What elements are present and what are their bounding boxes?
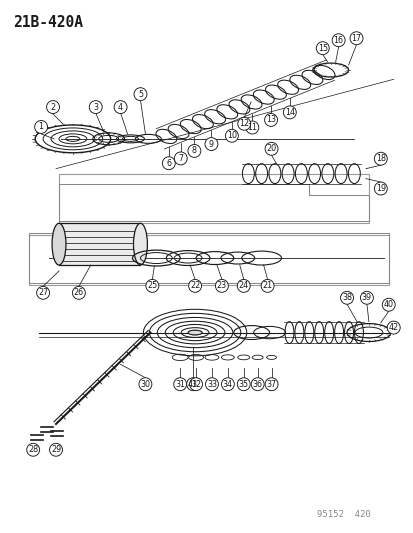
Circle shape [251, 378, 263, 391]
Text: 26: 26 [74, 288, 84, 297]
Text: 30: 30 [140, 379, 150, 389]
Circle shape [360, 292, 373, 304]
Circle shape [261, 279, 273, 292]
Text: 32: 32 [190, 379, 201, 389]
Circle shape [139, 378, 152, 391]
Text: 42: 42 [388, 323, 398, 332]
Text: 22: 22 [190, 281, 200, 290]
Text: 40: 40 [383, 300, 393, 309]
Text: 35: 35 [238, 379, 248, 389]
Circle shape [373, 182, 386, 195]
Circle shape [145, 279, 159, 292]
Text: 5: 5 [138, 90, 142, 99]
Circle shape [381, 298, 394, 311]
Text: 16: 16 [333, 36, 343, 45]
Text: 20: 20 [266, 144, 276, 154]
Circle shape [331, 34, 344, 47]
Circle shape [237, 279, 249, 292]
Circle shape [205, 378, 218, 391]
Circle shape [264, 142, 278, 155]
Circle shape [349, 32, 362, 45]
Text: 2: 2 [50, 102, 55, 111]
Ellipse shape [52, 223, 66, 265]
Circle shape [373, 152, 386, 165]
Text: 27: 27 [38, 288, 48, 297]
Text: 31: 31 [175, 379, 185, 389]
Text: 95152  420: 95152 420 [316, 510, 370, 519]
Text: 10: 10 [226, 131, 236, 140]
Circle shape [114, 101, 127, 114]
Text: 25: 25 [147, 281, 157, 290]
Circle shape [340, 292, 353, 304]
Text: 6: 6 [166, 159, 171, 168]
Circle shape [264, 114, 277, 126]
Text: 28: 28 [28, 445, 38, 454]
Circle shape [225, 130, 238, 142]
Text: 19: 19 [375, 184, 385, 193]
Text: 15: 15 [317, 44, 327, 53]
Circle shape [316, 42, 328, 54]
Circle shape [245, 121, 258, 134]
Text: 18: 18 [375, 154, 385, 163]
Circle shape [188, 279, 201, 292]
Text: 11: 11 [247, 123, 257, 132]
Circle shape [204, 138, 217, 150]
Ellipse shape [188, 330, 202, 335]
Circle shape [35, 120, 47, 133]
Text: 38: 38 [341, 293, 351, 302]
Text: 17: 17 [351, 34, 361, 43]
Text: 21: 21 [262, 281, 272, 290]
FancyBboxPatch shape [59, 223, 140, 265]
Text: 7: 7 [178, 154, 183, 163]
Text: 29: 29 [51, 445, 61, 454]
Ellipse shape [133, 223, 147, 265]
Circle shape [237, 117, 250, 130]
Circle shape [215, 279, 228, 292]
Text: 24: 24 [238, 281, 248, 290]
Circle shape [174, 152, 187, 165]
Text: 36: 36 [252, 379, 262, 389]
Text: 34: 34 [222, 379, 232, 389]
Circle shape [188, 144, 200, 157]
Text: 13: 13 [266, 116, 275, 124]
Circle shape [186, 378, 199, 391]
Text: 33: 33 [206, 379, 216, 389]
Circle shape [189, 378, 202, 391]
Text: 39: 39 [361, 293, 371, 302]
Text: 1: 1 [38, 123, 43, 132]
Text: 8: 8 [192, 147, 197, 156]
Text: 41: 41 [188, 379, 197, 389]
Text: 37: 37 [266, 379, 276, 389]
Circle shape [50, 443, 62, 456]
Circle shape [282, 106, 296, 119]
Circle shape [27, 443, 40, 456]
Text: 9: 9 [209, 140, 214, 149]
Text: 4: 4 [118, 102, 123, 111]
Circle shape [72, 286, 85, 299]
Circle shape [386, 321, 399, 334]
Text: 3: 3 [93, 102, 98, 111]
Circle shape [237, 378, 249, 391]
Circle shape [47, 101, 59, 114]
Circle shape [264, 378, 278, 391]
Circle shape [89, 101, 102, 114]
Text: 14: 14 [284, 108, 294, 117]
Circle shape [37, 286, 50, 299]
Text: 12: 12 [239, 119, 249, 128]
Text: 23: 23 [216, 281, 226, 290]
Circle shape [173, 378, 186, 391]
Text: 21B-420A: 21B-420A [13, 15, 83, 30]
Circle shape [221, 378, 234, 391]
Circle shape [162, 157, 175, 169]
Circle shape [134, 88, 147, 101]
